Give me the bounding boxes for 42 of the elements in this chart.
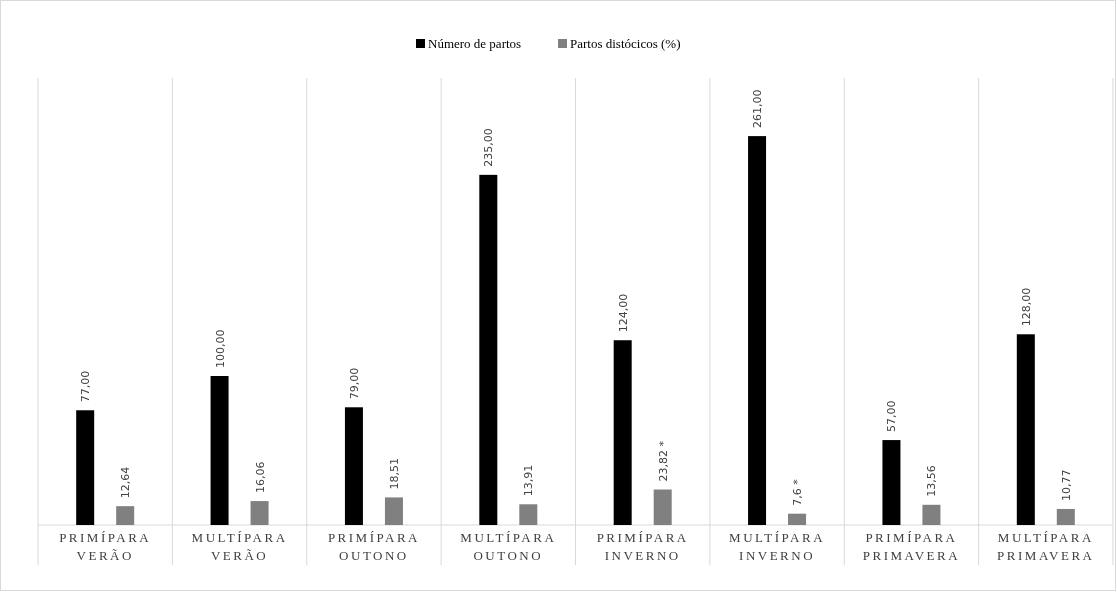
x-tick-label: MULTÍPARA OUTONO (460, 530, 557, 563)
bar (384, 497, 403, 525)
bar (653, 489, 672, 525)
x-tick-label: MULTÍPARA PRIMAVERA (997, 530, 1095, 563)
data-label: 16,06 (253, 461, 267, 494)
data-label: 10,77 (1059, 469, 1073, 501)
data-label: 13,56 (925, 465, 939, 497)
bar (344, 407, 363, 525)
data-label: 77,00 (79, 370, 93, 403)
bar (250, 501, 269, 525)
x-tick-label: PRIMÍPARA VERÃO (59, 530, 152, 563)
bar (76, 410, 95, 525)
data-label: 79,00 (347, 367, 361, 400)
data-label: 12,64 (119, 466, 133, 499)
data-label: 57,00 (885, 400, 899, 433)
data-label: 128,00 (1019, 287, 1033, 327)
x-tick-label: MULTÍPARA INVERNO (729, 530, 826, 563)
bar (922, 504, 941, 525)
legend-label: Partos distócicos (%) (570, 36, 681, 51)
bar (882, 440, 901, 525)
bar (613, 340, 632, 525)
bar (788, 513, 807, 525)
data-label: 124,00 (616, 293, 630, 333)
data-label: 13,91 (522, 464, 536, 497)
data-label: 261,00 (751, 89, 765, 129)
bar (519, 504, 538, 525)
bar (210, 376, 229, 525)
x-tick-label: PRIMÍPARA OUTONO (327, 530, 420, 563)
bar (1016, 334, 1035, 525)
bar (748, 136, 767, 525)
x-tick-label: PRIMÍPARA PRIMAVERA (862, 530, 961, 563)
data-label: 18,51 (387, 457, 401, 490)
data-label: 100,00 (213, 329, 227, 368)
bar (116, 506, 135, 525)
legend-label: Número de partos (428, 36, 522, 51)
x-tick-label: MULTÍPARA VERÃO (191, 530, 288, 563)
data-label: 235,00 (482, 128, 496, 167)
bar (479, 174, 498, 525)
data-label: 7,6 * (791, 478, 805, 506)
x-tick-label: PRIMÍPARA INVERNO (596, 530, 689, 563)
data-label: 23,82 * (656, 440, 670, 482)
bar (1056, 508, 1075, 525)
